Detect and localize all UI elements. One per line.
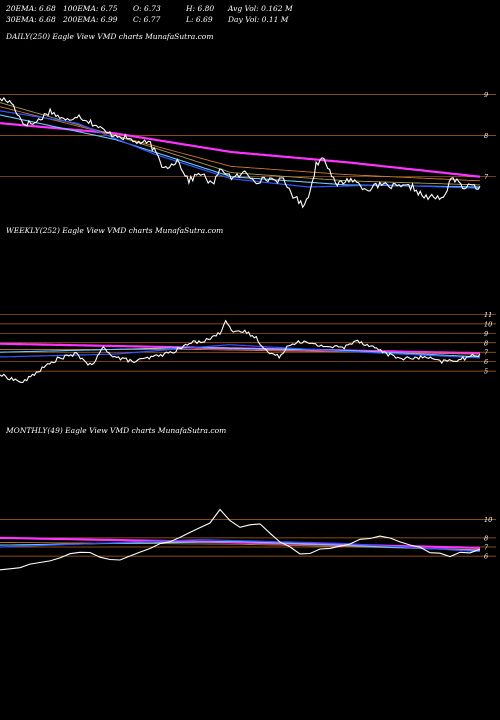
ema30-stat: 30EMA: 6.68: [6, 15, 56, 24]
monthly-ytick-0: 10: [484, 516, 492, 524]
avg-vol-stat: Avg Vol: 0.162 M: [228, 4, 293, 13]
weekly-ytick-1: 10: [484, 320, 492, 328]
monthly-ytick-2: 7: [484, 543, 489, 551]
daily-ema-line-0: [0, 122, 481, 178]
monthly-ytick-3: 6: [484, 553, 488, 561]
weekly-price-line: [0, 319, 481, 383]
ema200-stat: 200EMA: 6.99: [63, 15, 118, 24]
close-stat: C: 6.77: [133, 15, 161, 24]
weekly-ytick-4: 7: [484, 349, 489, 357]
ema20-stat: 20EMA: 6.68: [6, 4, 56, 13]
monthly-price-line: [0, 508, 481, 571]
open-stat: O: 6.73: [133, 4, 161, 13]
daily-ytick-1: 8: [484, 132, 488, 140]
weekly-ytick-5: 6: [484, 358, 488, 366]
weekly-chart-title: WEEKLY(252) Eagle View VMD charts Munafa…: [6, 226, 224, 235]
weekly-ema-line-3: [0, 344, 481, 359]
day-vol-stat: Day Vol: 0.11 M: [228, 15, 289, 24]
monthly-ema-line-3: [0, 539, 481, 553]
daily-ema-line-1: [0, 106, 481, 182]
weekly-ytick-3: 8: [484, 339, 488, 347]
daily-ytick-2: 7: [484, 173, 489, 181]
low-stat: L: 6.69: [186, 15, 213, 24]
monthly-ytick-1: 8: [484, 534, 488, 542]
daily-ema-line-2: [0, 102, 480, 186]
weekly-ytick-0: 11: [484, 311, 492, 319]
monthly-chart-title: MONTHLY(49) Eagle View VMD charts Munafa…: [6, 426, 227, 435]
high-stat: H: 6.80: [186, 4, 215, 13]
ema100-stat: 100EMA: 6.75: [63, 4, 118, 13]
daily-ytick-0: 9: [484, 91, 488, 99]
weekly-ema-line-2: [0, 346, 480, 358]
monthly-ema-line-0: [0, 536, 481, 549]
daily-price-line: [0, 96, 481, 209]
weekly-ytick-2: 9: [484, 330, 488, 338]
daily-chart-title: DAILY(250) Eagle View VMD charts MunafaS…: [6, 32, 214, 41]
weekly-ytick-6: 5: [484, 368, 488, 376]
